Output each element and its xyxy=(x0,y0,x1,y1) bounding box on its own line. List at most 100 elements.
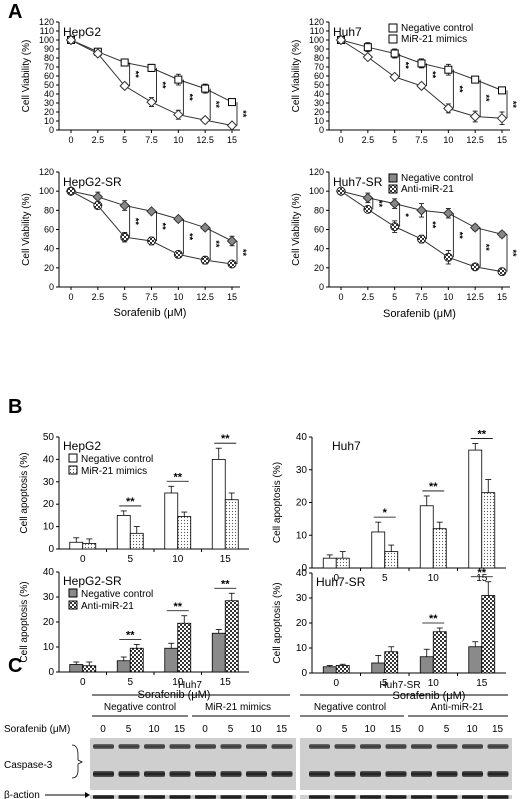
band-lower xyxy=(487,771,509,777)
bar xyxy=(419,505,434,569)
data-point xyxy=(146,96,157,108)
chart-title: HepG2 xyxy=(63,439,101,453)
bar xyxy=(116,660,131,673)
data-point xyxy=(201,84,210,93)
y-tick-label: 80 xyxy=(44,53,54,63)
dose-label: 10 xyxy=(466,724,478,735)
y-tick-label: 40 xyxy=(296,568,308,579)
x-tick-label: 15 xyxy=(220,677,232,688)
band-arrowhead xyxy=(85,792,90,798)
bar xyxy=(481,492,496,569)
x-tick-label: 0 xyxy=(68,292,73,302)
band-upper xyxy=(169,744,191,749)
data-point xyxy=(443,208,454,219)
data-point xyxy=(200,255,210,265)
x-tick-label: 0 xyxy=(338,135,343,145)
data-point xyxy=(469,222,481,233)
dose-label: 5 xyxy=(444,724,450,735)
chart-title: Huh7 xyxy=(333,25,362,39)
data-point xyxy=(199,114,211,126)
data-point xyxy=(147,63,156,72)
legend-swatch xyxy=(388,23,398,33)
y-tick-label: 0 xyxy=(48,544,54,555)
band-lower xyxy=(462,771,483,777)
dose-label: 5 xyxy=(126,724,132,735)
y-tick-label: 20 xyxy=(43,499,55,510)
dose-label: 5 xyxy=(342,724,348,735)
band-upper xyxy=(487,744,509,749)
dose-label: 15 xyxy=(276,724,288,735)
y-tick-label: 40 xyxy=(296,432,308,443)
y-tick-label: 10 xyxy=(44,116,54,126)
data-point xyxy=(417,234,426,244)
bar xyxy=(69,541,84,550)
x-tick-label: 10 xyxy=(443,292,453,302)
bar-chart-4: 0 10 20 30 40 50 0 5 10 15 Cell apoptosis (%) HepG2… xyxy=(19,432,249,565)
band-upper xyxy=(436,744,458,749)
x-tick-label: 5 xyxy=(382,573,388,584)
bar xyxy=(116,515,131,550)
band-lower xyxy=(436,771,458,777)
band-lower xyxy=(309,771,330,777)
dose-label: 10 xyxy=(250,724,262,735)
y-axis-label: Cell Viability (%) xyxy=(291,193,302,266)
dose-label: 15 xyxy=(390,724,402,735)
y-tick-label: 20 xyxy=(44,263,54,273)
x-axis-label: Sorafenib (μM) xyxy=(383,308,456,320)
y-tick-label: 0 xyxy=(301,563,307,574)
data-point xyxy=(120,58,129,67)
data-point xyxy=(497,267,507,277)
band-actin xyxy=(360,795,381,799)
significance-mark: ** xyxy=(374,200,384,208)
bar xyxy=(82,543,97,550)
band-upper xyxy=(220,744,242,749)
band-upper xyxy=(246,744,267,749)
y-tick-label: 20 xyxy=(314,107,324,117)
bar-chart-7: 0 10 20 30 40 0 5 10 15 Cell apoptosis (%) Huh7-SR… xyxy=(272,567,506,702)
band-upper xyxy=(360,744,381,749)
bar xyxy=(371,531,386,569)
band-upper xyxy=(462,744,483,749)
band-upper xyxy=(144,744,165,749)
dose-label: 0 xyxy=(100,724,106,735)
band-actin xyxy=(334,795,356,799)
chart-title: Huh7 xyxy=(332,439,361,453)
y-tick-label: 100 xyxy=(39,186,54,196)
y-tick-label: 70 xyxy=(314,62,324,72)
significance-mark: ** xyxy=(131,218,141,226)
legend-label: Negative control xyxy=(81,454,153,465)
x-tick-label: 10 xyxy=(428,678,440,689)
line-chart-3: 0 20 40 60 80 100 120 0 2.5 5 7.5 10 12.5 15 Cell Viab… xyxy=(291,167,518,320)
data-point xyxy=(227,259,237,269)
bar xyxy=(468,646,483,674)
y-tick-label: 100 xyxy=(309,35,324,45)
data-point xyxy=(416,80,427,92)
y-tick-label: 0 xyxy=(319,125,324,135)
bar xyxy=(322,666,337,674)
x-tick-label: 10 xyxy=(443,135,453,145)
y-tick-label: 90 xyxy=(314,44,324,54)
band-brace xyxy=(71,744,83,779)
data-point xyxy=(120,232,130,242)
band-actin xyxy=(169,795,191,799)
data-point xyxy=(496,229,508,240)
x-tick-label: 12.5 xyxy=(196,135,214,145)
y-tick-label: 40 xyxy=(43,567,55,578)
bar xyxy=(322,557,337,569)
significance-mark: ** xyxy=(238,110,248,118)
y-tick-label: 0 xyxy=(49,282,54,292)
data-point xyxy=(498,86,506,95)
y-tick-label: 50 xyxy=(314,80,324,90)
data-point xyxy=(469,111,481,122)
legend-swatch xyxy=(68,588,78,598)
legend-label: MiR-21 mimics xyxy=(401,34,467,45)
band-lower xyxy=(144,771,165,777)
band-label-caspase3: Caspase-3 xyxy=(4,760,53,771)
bar xyxy=(481,595,496,674)
significance-mark: ** xyxy=(454,232,464,240)
y-tick-label: 120 xyxy=(309,17,324,27)
bar xyxy=(224,499,239,550)
chart-title: HepG2-SR xyxy=(63,574,122,588)
y-tick-label: 50 xyxy=(43,432,55,443)
data-point xyxy=(226,235,238,247)
